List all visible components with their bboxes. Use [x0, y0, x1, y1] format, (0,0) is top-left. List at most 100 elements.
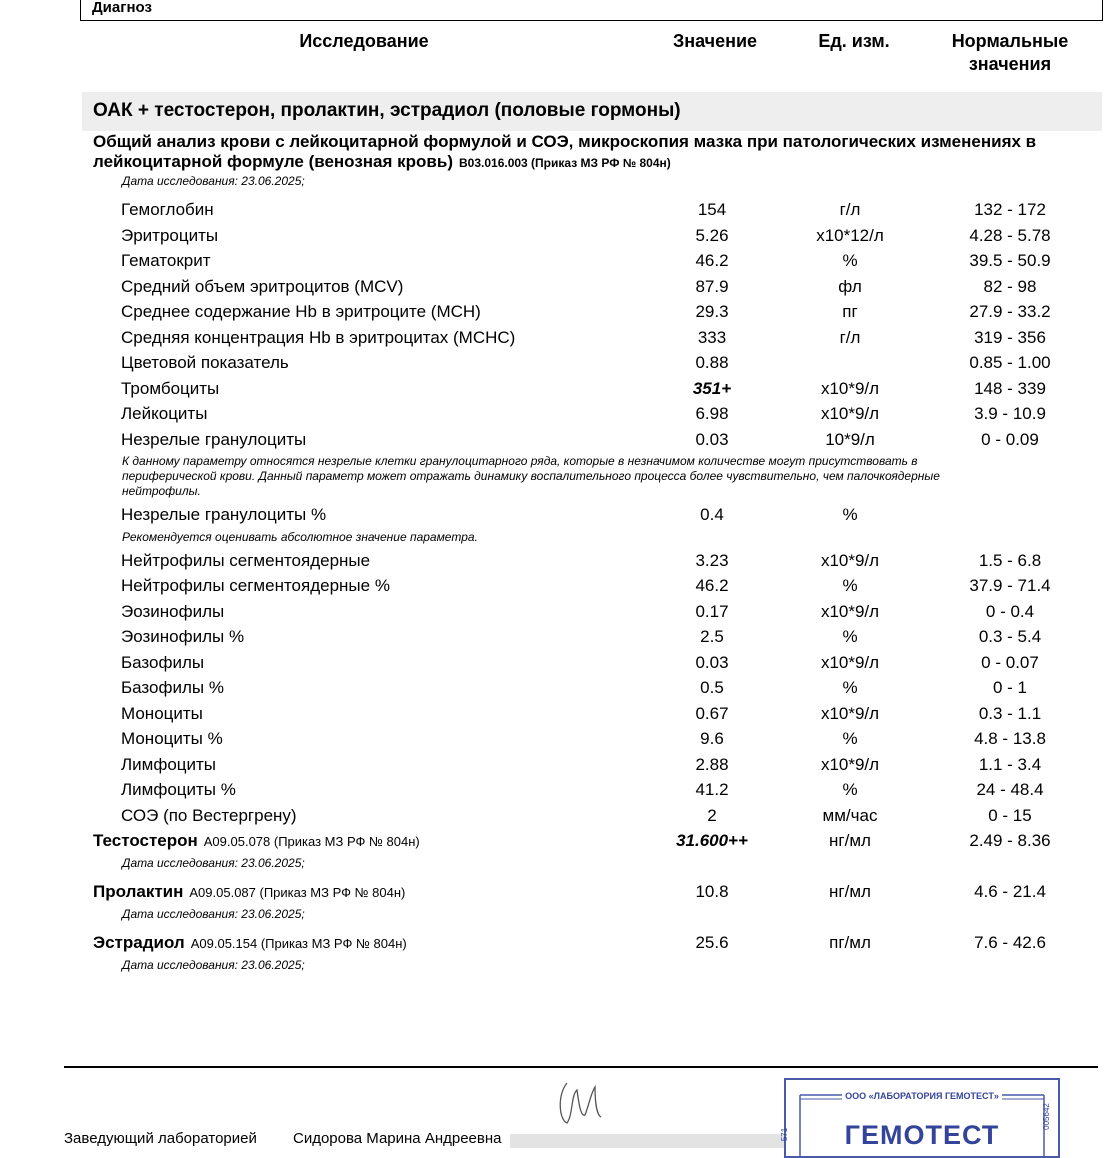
study-date: Дата исследования: 23.06.2025;	[122, 174, 305, 188]
result-value: 46.2	[695, 576, 729, 595]
result-value: 87.9	[695, 276, 729, 296]
test-name: СОЭ (по Вестергрену)	[121, 805, 297, 825]
result-value: 29.3	[695, 302, 729, 321]
result-unit: %	[842, 780, 858, 799]
result-row: Гемоглобин 154 г/л 132 - 172	[0, 197, 1110, 223]
results-table: Гемоглобин 154 г/л 132 - 172 Эритроциты 5.26 x…	[0, 197, 1110, 981]
result-value: 25.6	[695, 933, 729, 952]
test-name: Пролактин	[93, 882, 184, 901]
reference-range: 0 - 15	[988, 805, 1032, 825]
reference-range: 0.3 - 5.4	[978, 627, 1042, 646]
result-row: Нейтрофилы сегментоядерные 3.23 x10*9/л 1.5…	[0, 548, 1110, 574]
footer-rule	[64, 1066, 1098, 1068]
test-name: Гемоглобин	[121, 200, 214, 219]
result-value: 2.5	[700, 627, 724, 646]
test-name: Моноциты	[121, 703, 203, 723]
reference-range: 4.6 - 21.4	[974, 882, 1046, 901]
result-value: 0.03	[695, 652, 729, 672]
result-row: Базофилы 0.03 x10*9/л 0 - 0.07	[0, 650, 1110, 676]
reference-range: 0 - 0.09	[981, 429, 1039, 449]
result-unit: x10*9/л	[820, 754, 880, 774]
result-value: 41.2	[695, 780, 729, 799]
reference-range: 3.9 - 10.9	[974, 404, 1046, 423]
result-row: Цветовой показатель 0.88 0.85 - 1.00	[0, 350, 1110, 376]
result-row: Лейкоциты 6.98 x10*9/л 3.9 - 10.9	[0, 401, 1110, 427]
result-row: Средний объем эритроцитов (MCV) 87.9 фл 82 …	[0, 274, 1110, 300]
section-code: B03.016.003 (Приказ МЗ РФ № 804н)	[459, 156, 671, 170]
test-row: Пролактин A09.05.087 (Приказ МЗ РФ № 804н…	[0, 879, 1110, 905]
result-unit: %	[842, 505, 858, 524]
test-name: Средний объем эритроцитов (MCV)	[121, 276, 404, 296]
test-row: Тестостерон A09.05.078 (Приказ МЗ РФ № 80…	[0, 828, 1110, 854]
reference-range: 1.1 - 3.4	[978, 754, 1042, 774]
section-title: Общий анализ крови с лейкоцитарной форму…	[93, 132, 1103, 173]
result-unit: x10*9/л	[820, 601, 880, 621]
result-value: 2	[707, 805, 717, 825]
test-name: Лейкоциты	[121, 404, 208, 423]
result-row: Гематокрит 46.2% 39.5 - 50.9	[0, 248, 1110, 274]
result-value: 0.67	[695, 703, 729, 723]
result-value: 2.88	[695, 754, 729, 774]
test-name: Эстрадиол	[93, 933, 185, 952]
result-row: Базофилы % 0.5% 0 - 1	[0, 675, 1110, 701]
test-name: Эритроциты	[121, 225, 219, 245]
result-unit: %	[842, 627, 858, 646]
reference-range: 1.5 - 6.8	[978, 550, 1042, 570]
result-value: 0.17	[695, 601, 729, 621]
reference-range: 82 - 98	[983, 276, 1037, 296]
test-name: Средняя концентрация Hb в эритроцитах (M…	[121, 327, 516, 347]
result-note: К данному параметру относятся незрелые к…	[122, 454, 940, 498]
reference-range: 4.8 - 13.8	[974, 729, 1046, 748]
test-name: Среднее содержание Hb в эритроците (MCH)	[121, 302, 481, 321]
result-row: Эритроциты 5.26 x10*12/л 4.28 - 5.78	[0, 223, 1110, 249]
result-value: 0.4	[700, 505, 724, 524]
result-row: Незрелые гранулоциты 0.03 10*9/л 0 - 0.09	[0, 427, 1110, 453]
result-unit: пг	[842, 302, 858, 321]
test-row: Эстрадиол A09.05.154 (Приказ МЗ РФ № 804н…	[0, 930, 1110, 956]
reference-range: 319 - 356	[974, 327, 1046, 347]
result-value: 333	[697, 327, 727, 347]
result-row: Тромбоциты 351+ x10*9/л 148 - 339	[0, 376, 1110, 402]
reference-range: 0.85 - 1.00	[969, 353, 1051, 372]
study-date: Дата исследования: 23.06.2025;	[122, 957, 305, 972]
reference-range: 37.9 - 71.4	[969, 576, 1051, 595]
overlay	[510, 1134, 785, 1148]
result-unit: x10*9/л	[820, 652, 880, 672]
stamp-number: 005642	[1041, 1103, 1051, 1130]
reference-range: 39.5 - 50.9	[969, 251, 1051, 270]
diagnosis-box: Диагноз	[80, 0, 1103, 21]
result-value: 46.2	[695, 251, 729, 270]
stamp: ООО «ЛАБОРАТОРИЯ ГЕМОТЕСТ» ГЕМОТЕСТ 571 …	[780, 1078, 1060, 1158]
result-row: Незрелые гранулоциты % 0.4%	[0, 502, 1110, 528]
result-unit: %	[842, 729, 858, 748]
test-name: Гематокрит	[121, 251, 211, 270]
reference-range: 0.3 - 1.1	[978, 703, 1042, 723]
reference-range: 0 - 0.07	[981, 652, 1039, 672]
result-unit: пг/мл	[829, 933, 871, 952]
reference-range: 0 - 0.4	[985, 601, 1035, 621]
result-unit: г/л	[839, 200, 861, 219]
result-unit: x10*9/л	[820, 550, 880, 570]
column-header: Ед. изм.	[818, 31, 890, 51]
result-value: 0.5	[700, 678, 724, 697]
test-name: Цветовой показатель	[121, 353, 289, 372]
result-unit: нг/мл	[829, 882, 871, 901]
reference-range: 0 - 1	[992, 678, 1028, 697]
result-note: Рекомендуется оценивать абсолютное значе…	[122, 529, 478, 544]
test-name: Незрелые гранулоциты	[121, 429, 307, 449]
section-name: Общий анализ крови с лейкоцитарной форму…	[93, 132, 1037, 171]
result-value: 9.6	[700, 729, 724, 748]
result-unit: мм/час	[822, 805, 878, 825]
test-header: Эстрадиол A09.05.154 (Приказ МЗ РФ № 804н…	[93, 930, 407, 957]
test-name: Нейтрофилы сегментоядерные	[121, 550, 371, 570]
test-code: A09.05.078 (Приказ МЗ РФ № 804н)	[203, 834, 420, 849]
study-date: Дата исследования: 23.06.2025;	[122, 855, 305, 870]
reference-range: 4.28 - 5.78	[969, 225, 1051, 245]
reference-range: 2.49 - 8.36	[969, 831, 1051, 850]
test-name: Моноциты %	[121, 729, 223, 748]
study-date: Дата исследования: 23.06.2025;	[122, 906, 305, 921]
test-name: Незрелые гранулоциты %	[121, 505, 327, 524]
result-unit: %	[842, 576, 858, 595]
result-unit: %	[842, 678, 858, 697]
stamp-org: ООО «ЛАБОРАТОРИЯ ГЕМОТЕСТ»	[842, 1091, 1002, 1101]
